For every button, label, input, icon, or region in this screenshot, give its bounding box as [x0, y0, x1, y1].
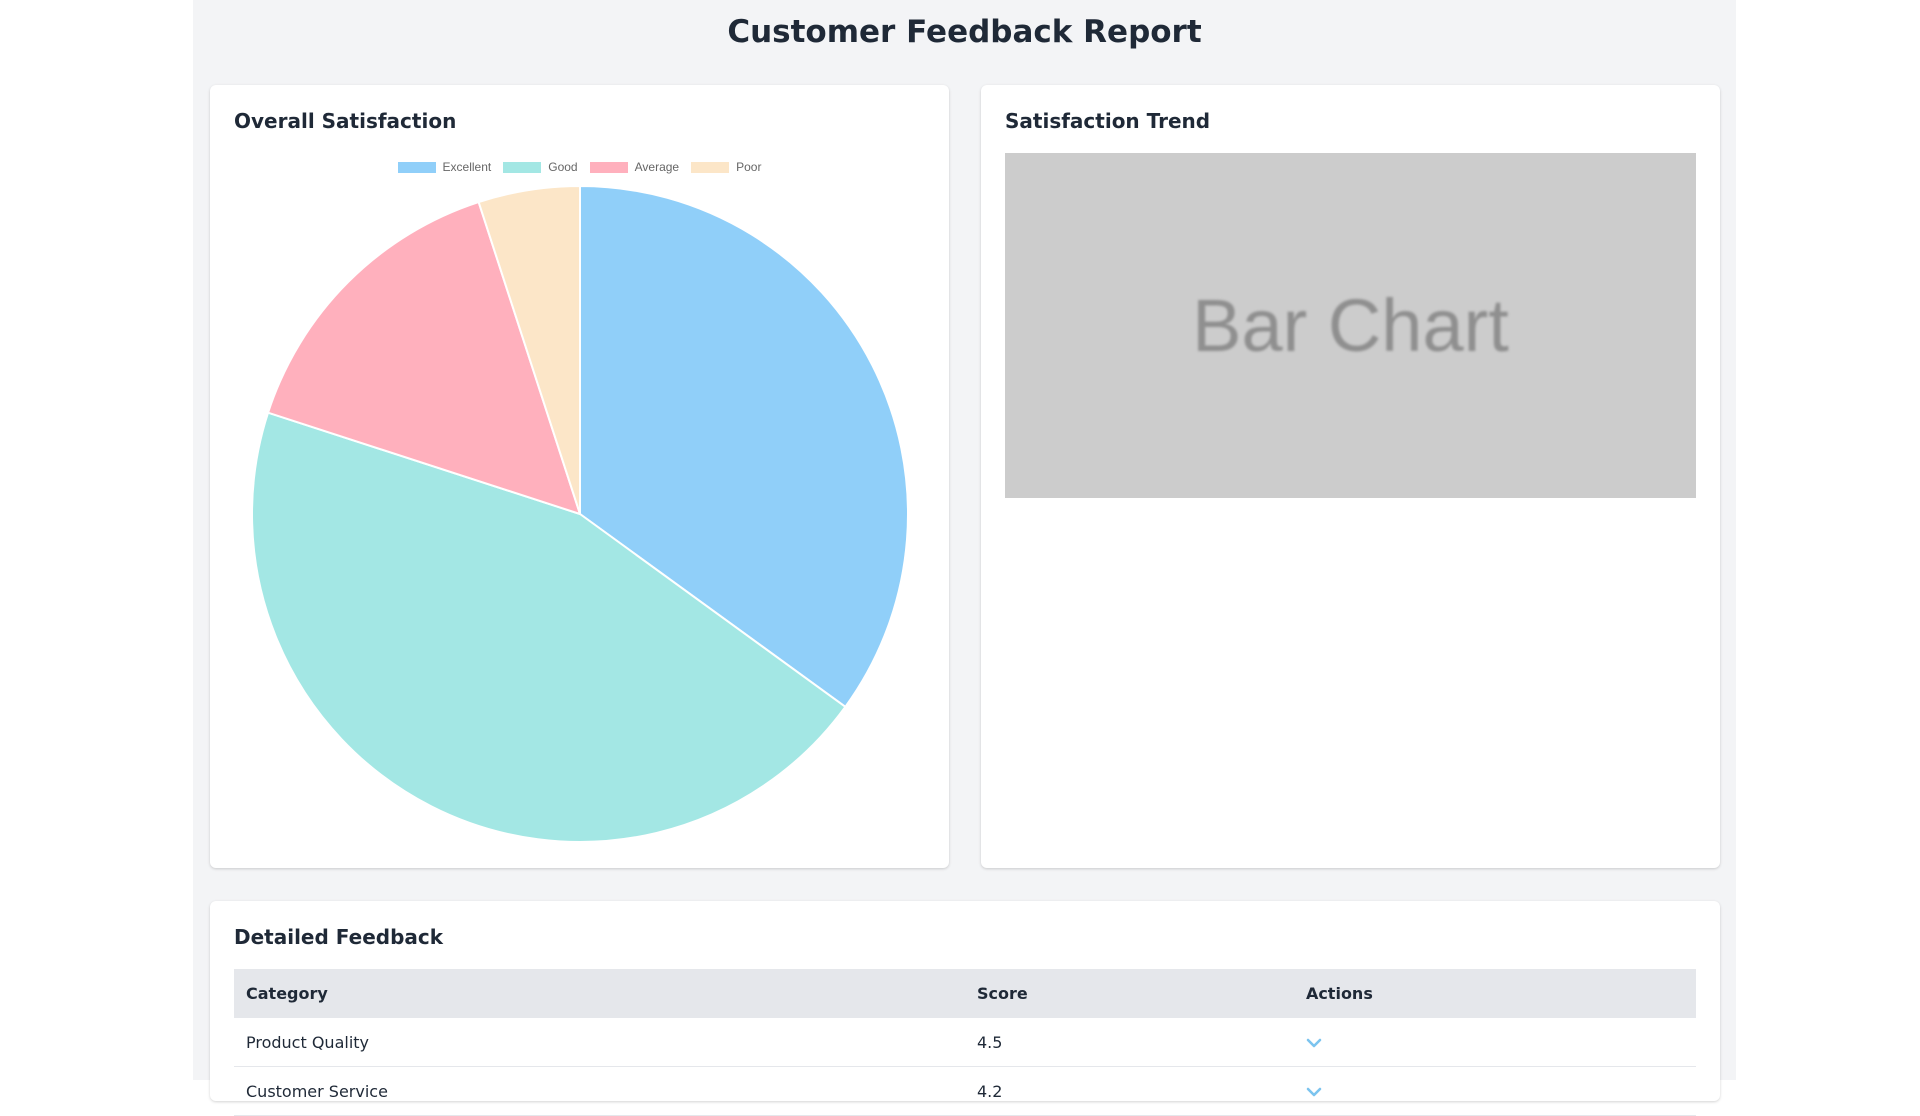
legend-swatch: [397, 161, 436, 173]
bar-chart-placeholder-image: Bar Chart: [1005, 153, 1696, 498]
chart-legend: Excellent Good Average Poor: [210, 160, 949, 174]
placeholder-text: Bar Chart: [1192, 284, 1509, 367]
score-cell: 4.5: [965, 1018, 1294, 1067]
table-header-row: Category Score Actions: [234, 969, 1696, 1018]
overall-satisfaction-card: Overall Satisfaction Excellent Good Averag…: [210, 85, 949, 868]
overall-satisfaction-title: Overall Satisfaction: [234, 109, 457, 133]
legend-label: Average: [634, 160, 680, 174]
satisfaction-pie-chart: [251, 184, 909, 843]
chevron-down-icon[interactable]: [1306, 1087, 1322, 1097]
legend-swatch: [691, 161, 730, 173]
column-header-actions: Actions: [1293, 969, 1696, 1018]
pie-slice-poor[interactable]: [477, 184, 581, 515]
pie-slice-average[interactable]: [266, 200, 582, 516]
actions-cell: [1293, 1066, 1696, 1116]
legend-label: Excellent: [442, 160, 492, 174]
legend-label: Good: [548, 160, 578, 174]
chevron-down-icon[interactable]: [1306, 1038, 1322, 1048]
column-header-score: Score: [965, 969, 1294, 1018]
feedback-table: Category Score Actions Product Quality 4…: [234, 969, 1696, 1116]
detailed-feedback-card: Detailed Feedback Category Score Actions…: [210, 901, 1720, 1116]
satisfaction-trend-card: Satisfaction Trend Bar Chart: [981, 85, 1720, 868]
score-cell: 4.2: [965, 1066, 1294, 1116]
legend-item-poor[interactable]: Poor: [691, 160, 761, 174]
legend-label: Poor: [736, 160, 762, 174]
table-row: Customer Service 4.2: [234, 1066, 1696, 1116]
legend-item-average[interactable]: Average: [589, 160, 680, 174]
category-cell: Product Quality: [234, 1018, 965, 1067]
pie-slice-good[interactable]: [251, 411, 847, 843]
legend-swatch: [589, 161, 628, 173]
legend-swatch: [503, 161, 542, 173]
detailed-feedback-title: Detailed Feedback: [234, 925, 444, 949]
legend-item-excellent[interactable]: Excellent: [397, 160, 492, 174]
legend-item-good[interactable]: Good: [503, 160, 578, 174]
report-page: Customer Feedback Report Overall Satisfa…: [193, 0, 1736, 1116]
column-header-category: Category: [234, 969, 965, 1018]
table-row: Product Quality 4.5: [234, 1018, 1696, 1067]
pie-slice-excellent[interactable]: [579, 184, 909, 709]
satisfaction-trend-title: Satisfaction Trend: [1005, 109, 1211, 133]
actions-cell: [1293, 1018, 1696, 1067]
page-title: Customer Feedback Report: [727, 14, 1202, 50]
category-cell: Customer Service: [234, 1066, 965, 1116]
